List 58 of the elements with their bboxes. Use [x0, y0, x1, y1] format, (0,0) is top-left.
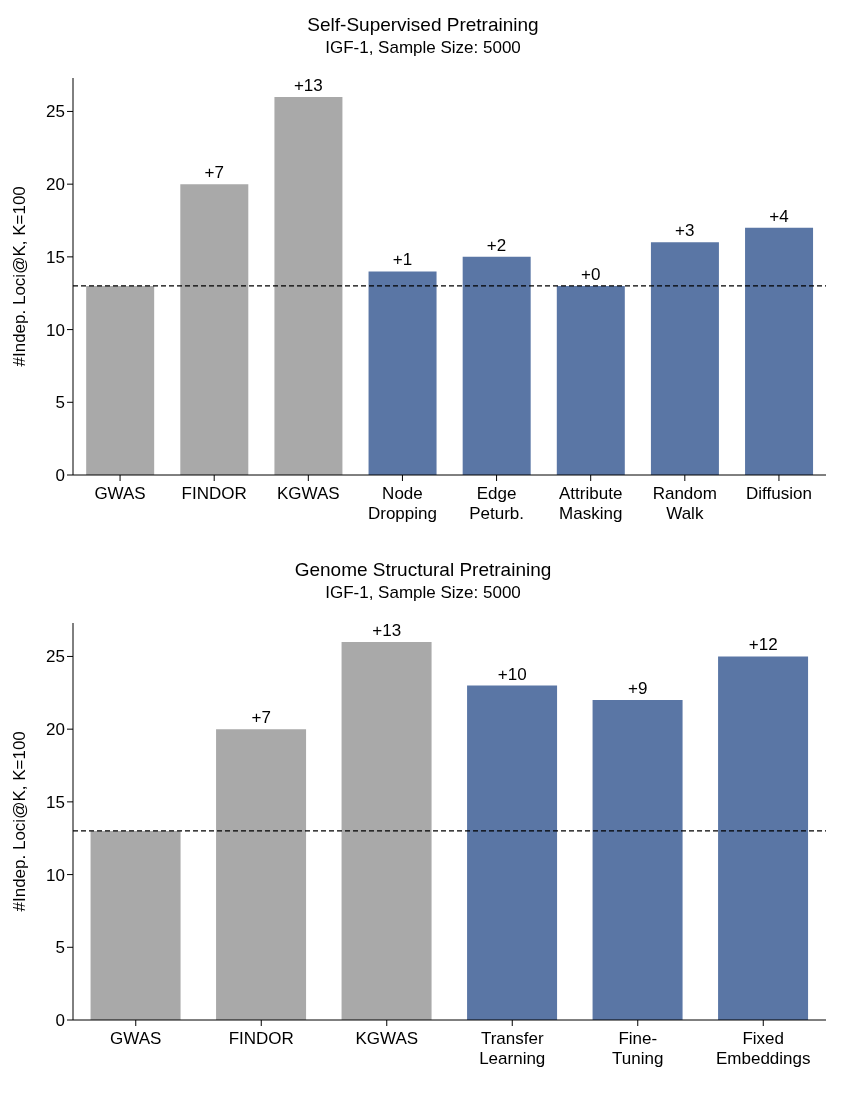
- y-axis-title: #Indep. Loci@K, K=100: [10, 186, 30, 367]
- x-tick-label: Random Walk: [652, 484, 717, 523]
- y-tick-label: 10: [46, 865, 65, 885]
- x-tick-label: Edge Peturb.: [469, 484, 524, 523]
- annotation: +1: [392, 250, 413, 270]
- annotation: +13: [293, 75, 323, 95]
- bar: [341, 641, 432, 1020]
- bar: [180, 184, 249, 475]
- bar: [718, 656, 809, 1020]
- bar: [216, 729, 307, 1020]
- x-tick-label: FINDOR: [228, 1029, 294, 1048]
- y-tick-label: 25: [46, 647, 65, 667]
- x-tick-label: Fine- Tuning: [612, 1029, 664, 1068]
- y-tick-label: 5: [55, 393, 65, 413]
- chart-subtitle: IGF-1, Sample Size: 5000: [324, 38, 522, 59]
- y-tick-label: 0: [55, 466, 65, 486]
- y-tick-label: 10: [46, 320, 65, 340]
- bar: [462, 256, 531, 475]
- x-tick-label: Transfer Learning: [479, 1029, 546, 1068]
- bar: [274, 96, 343, 475]
- bar: [368, 271, 437, 475]
- y-tick-label: 15: [46, 792, 65, 812]
- y-tick-label: 20: [46, 175, 65, 195]
- chart-title: Self-Supervised Pretraining: [306, 13, 540, 37]
- chart-subtitle: IGF-1, Sample Size: 5000: [324, 583, 522, 604]
- x-tick-label: GWAS: [110, 1029, 162, 1048]
- y-tick-label: 0: [55, 1011, 65, 1031]
- y-tick-label: 15: [46, 247, 65, 267]
- bar: [650, 242, 719, 475]
- y-tick-label: 25: [46, 102, 65, 122]
- bar: [592, 700, 683, 1020]
- x-tick-label: Fixed Embeddings: [715, 1029, 811, 1068]
- x-tick-label: Attribute Masking: [559, 484, 623, 523]
- annotation: +4: [769, 206, 789, 226]
- bar: [745, 227, 814, 475]
- annotation: +0: [580, 264, 601, 284]
- annotation: +10: [497, 664, 527, 684]
- annotation: +2: [486, 235, 507, 255]
- chart-title: Genome Structural Pretraining: [293, 558, 553, 582]
- y-tick-label: 5: [55, 938, 65, 958]
- x-tick-label: KGWAS: [276, 484, 340, 503]
- annotation: +3: [675, 221, 695, 241]
- x-tick-label: KGWAS: [355, 1029, 419, 1048]
- bar: [556, 285, 625, 475]
- y-axis-title: #Indep. Loci@K, K=100: [10, 731, 30, 912]
- bar: [90, 830, 181, 1020]
- x-tick-label: FINDOR: [181, 484, 247, 503]
- annotation: +12: [748, 635, 778, 655]
- annotation: +7: [204, 163, 224, 183]
- bar: [467, 685, 558, 1020]
- annotation: +9: [628, 679, 648, 699]
- x-tick-label: Diffusion: [746, 484, 812, 503]
- bar: [86, 285, 155, 475]
- x-tick-label: Node Dropping: [367, 484, 437, 523]
- y-tick-label: 20: [46, 720, 65, 740]
- annotation: +7: [251, 708, 271, 728]
- annotation: +13: [372, 620, 402, 640]
- x-tick-label: GWAS: [94, 484, 146, 503]
